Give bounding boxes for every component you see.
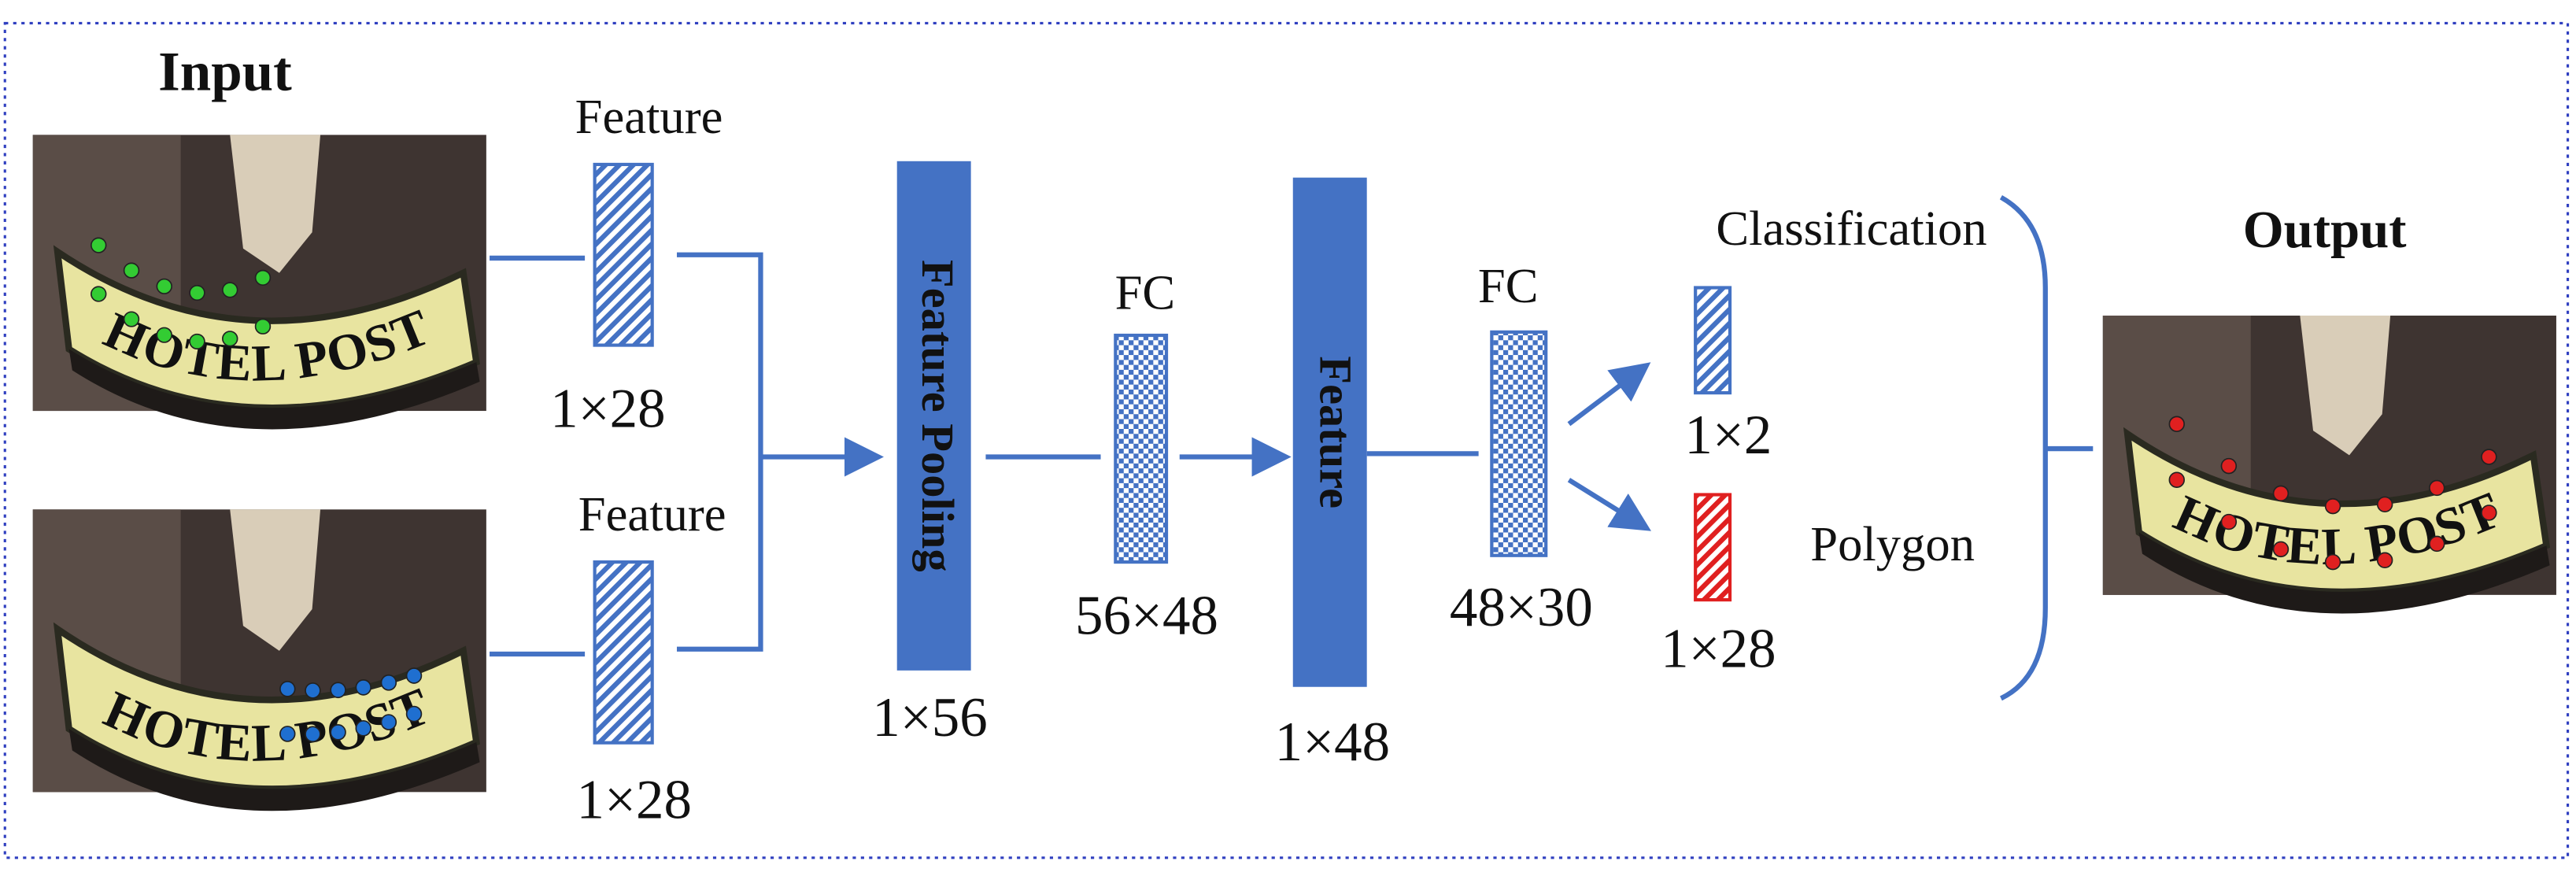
keypoint (91, 286, 107, 302)
keypoint (380, 674, 397, 691)
output-title: Output (2243, 201, 2407, 259)
keypoint (279, 726, 296, 742)
keypoint (2324, 497, 2341, 515)
keypoint (2168, 416, 2185, 432)
keypoint (405, 705, 423, 723)
keypoint (254, 318, 272, 335)
keypoint (91, 237, 107, 253)
keypoint (380, 714, 397, 730)
feature-label: Feature (578, 486, 726, 541)
feature-size: 1×28 (576, 769, 691, 830)
keypoint (2376, 552, 2393, 569)
keypoint (2481, 505, 2497, 521)
statue (2300, 315, 2391, 456)
feature-block (593, 560, 654, 745)
pooling-label: Feature Pooling (912, 260, 963, 572)
keypoint (355, 679, 371, 696)
feature-main-block (1292, 177, 1367, 687)
keypoint (305, 726, 321, 743)
connectors (490, 194, 2094, 701)
photo: HOTEL POST (2102, 315, 2556, 614)
feature-main-size: 1×48 (1275, 712, 1390, 773)
sign-base (68, 349, 480, 430)
keypoint (156, 327, 172, 343)
keypoint (279, 681, 296, 697)
keypoint (2220, 513, 2238, 530)
head-block (1694, 286, 1732, 395)
keypoint (2376, 496, 2393, 513)
fc-size: 48×30 (1450, 577, 1593, 638)
feature-size: 1×28 (550, 379, 665, 440)
keypoint (2272, 541, 2290, 558)
keypoint (2168, 471, 2185, 488)
keypoint (405, 667, 423, 684)
keypoint (222, 282, 238, 298)
frame (3, 21, 2570, 859)
keypoint (2272, 485, 2290, 502)
keypoint (2429, 535, 2445, 553)
keypoint (123, 262, 140, 279)
head-label: Classification (1716, 201, 1987, 256)
keypoint (222, 331, 238, 347)
keypoint (123, 311, 140, 327)
keypoint (355, 719, 371, 737)
sign-base (2138, 532, 2550, 614)
sign-base (68, 729, 480, 811)
fc-label: FC (1478, 258, 1539, 313)
feature-label: Feature (575, 89, 723, 144)
fc-size: 56×48 (1075, 586, 1218, 647)
head-size: 1×28 (1661, 618, 1776, 679)
head-size: 1×2 (1684, 405, 1772, 466)
keypoint (189, 284, 205, 301)
fc-block (1114, 333, 1169, 564)
fc-block (1490, 330, 1548, 557)
keypoint (2220, 457, 2238, 475)
keypoint (2324, 553, 2341, 571)
statue (230, 135, 321, 273)
feature-block (593, 162, 654, 347)
pooling-size: 1×56 (872, 687, 987, 748)
head-label: Polygon (1810, 516, 1975, 571)
keypoint (156, 278, 172, 294)
keypoint (254, 269, 272, 286)
keypoint (189, 333, 205, 350)
keypoint (330, 724, 346, 741)
images: HOTEL POST HOTEL POST HOTEL POST (32, 135, 2556, 811)
keypoint (2429, 479, 2445, 497)
pooling-block (896, 161, 971, 671)
photo: HOTEL POST (32, 135, 486, 430)
keypoint (2481, 449, 2497, 465)
photo: HOTEL POST (32, 509, 486, 811)
input-title: Input (158, 42, 292, 103)
feature-main-label: Feature (1310, 356, 1361, 508)
head-block (1694, 493, 1732, 602)
keypoint (305, 682, 321, 699)
keypoint (330, 682, 346, 699)
statue (230, 509, 321, 651)
fc-label: FC (1115, 264, 1176, 320)
